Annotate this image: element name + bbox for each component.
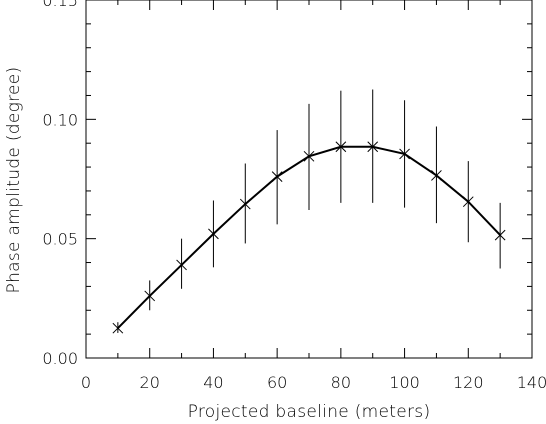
x-marker-stroke [271, 171, 283, 182]
x-marker [176, 259, 187, 271]
x-tick-label: 40 [203, 373, 223, 392]
x-marker-stroke [112, 322, 124, 334]
y-tick-label: 0.10 [42, 110, 78, 129]
x-marker-stroke [208, 228, 219, 240]
x-tick-labels: 0 20 40 60 80 100 120 140 [81, 373, 546, 392]
error-bars [117, 89, 501, 333]
x-marker-stroke [431, 170, 442, 181]
x-marker [431, 170, 442, 181]
x-tick-label: 60 [267, 373, 287, 392]
x-marker [208, 228, 219, 240]
x-tick-label: 0 [81, 373, 91, 392]
markers [112, 141, 506, 334]
x-marker [367, 141, 379, 153]
y-tick-labels: 0.00 0.05 0.10 0.15 [42, 0, 78, 368]
x-marker [335, 141, 347, 153]
x-marker [144, 290, 156, 302]
x-marker-stroke [239, 198, 251, 210]
x-marker-stroke [367, 141, 379, 153]
y-tick-label: 0.00 [42, 349, 78, 368]
x-marker [112, 322, 124, 334]
y-tick-label: 0.15 [42, 0, 78, 10]
x-marker [462, 196, 474, 208]
ticks [85, 0, 533, 359]
x-marker [399, 148, 410, 160]
x-tick-label: 20 [140, 373, 160, 392]
x-tick-label: 80 [331, 373, 351, 392]
x-marker-stroke [335, 141, 347, 153]
x-marker-stroke [399, 148, 410, 160]
x-marker-stroke [176, 259, 187, 271]
y-axis-label: Phase amplitude (degree) [4, 67, 24, 294]
x-axis-label: Projected baseline (meters) [188, 402, 431, 422]
x-tick-label: 120 [453, 373, 484, 392]
x-marker [271, 171, 283, 182]
x-marker-stroke [303, 150, 315, 162]
x-marker [239, 198, 251, 210]
x-marker [494, 229, 506, 241]
x-marker [303, 150, 315, 162]
x-marker-stroke [144, 290, 156, 302]
x-tick-label: 100 [389, 373, 420, 392]
x-marker-stroke [462, 196, 474, 208]
y-tick-label: 0.05 [42, 230, 78, 249]
x-marker-stroke [494, 229, 506, 241]
x-tick-label: 140 [517, 373, 546, 392]
